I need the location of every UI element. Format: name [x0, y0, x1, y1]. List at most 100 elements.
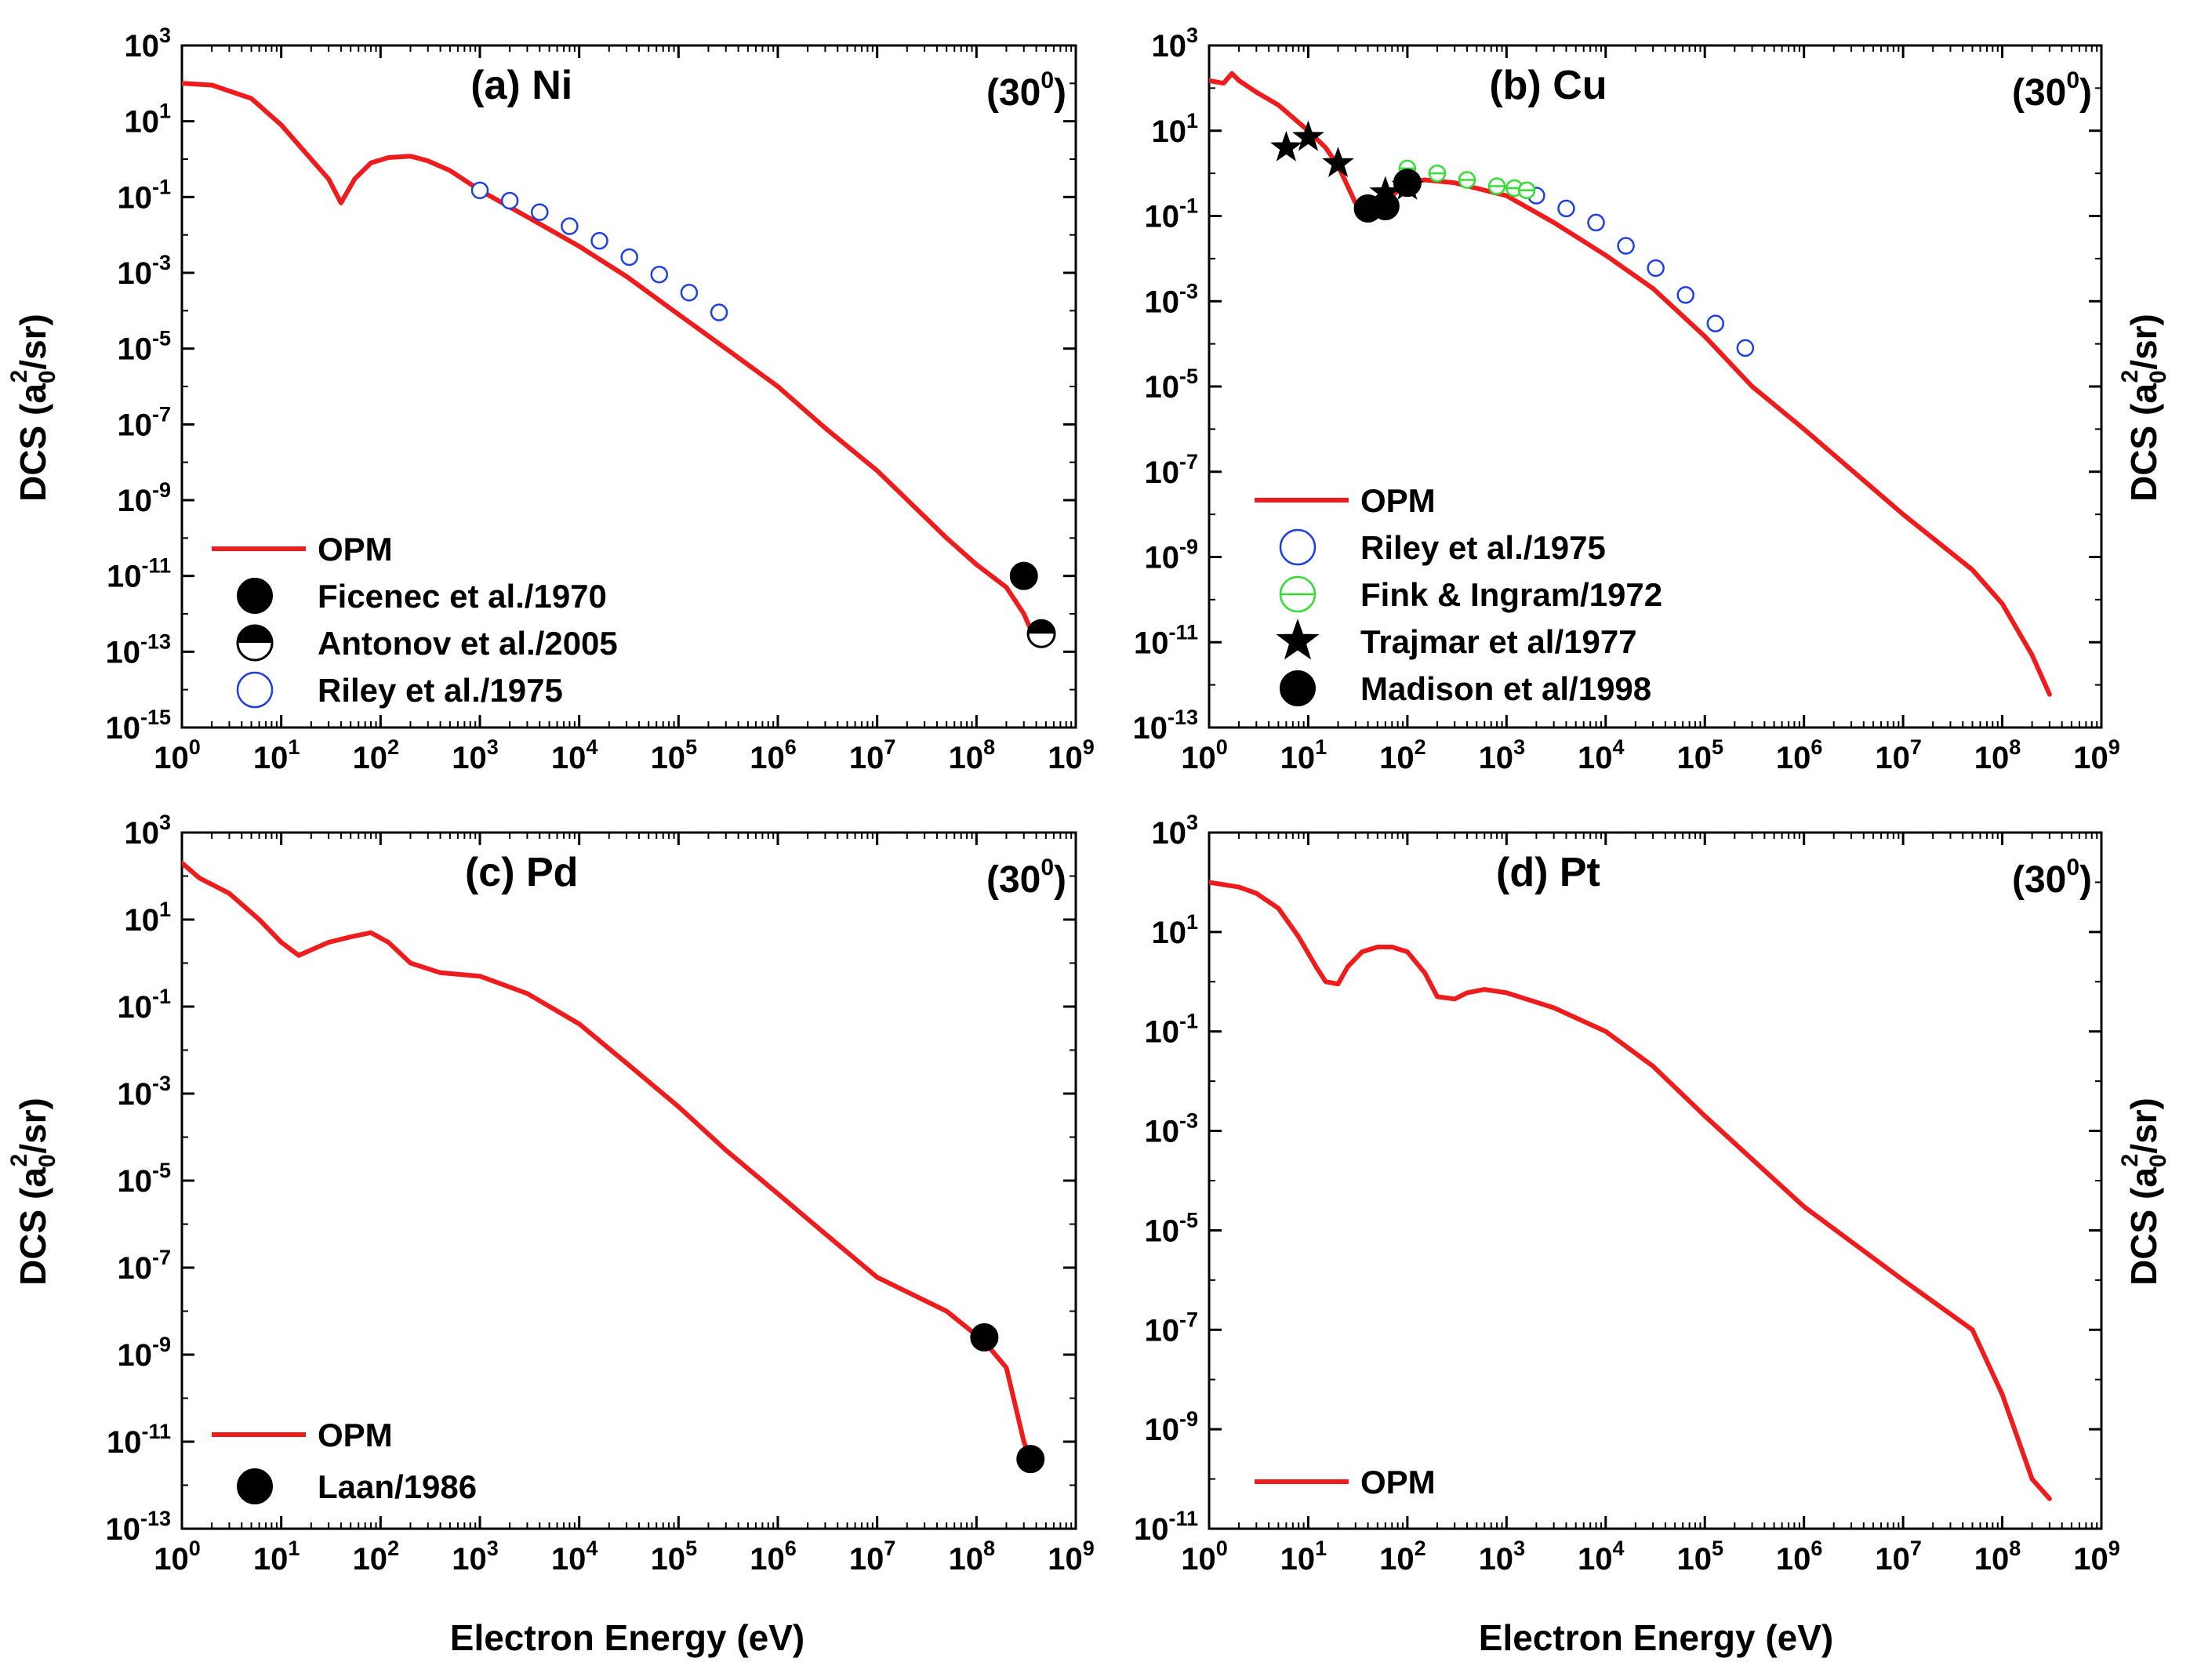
- data-point: [1428, 164, 1447, 183]
- data-point: [1009, 561, 1038, 590]
- y-ticks: [182, 44, 1076, 729]
- y-tick-label: 10-13: [1132, 706, 1198, 746]
- y-tick-label: 10-11: [107, 1420, 171, 1460]
- x-tick-label: 100: [154, 1537, 201, 1577]
- x-tick-label: 100: [1181, 1537, 1228, 1577]
- x-tick-label: 104: [1578, 1537, 1625, 1577]
- legend-label: Antonov et al./2005: [318, 625, 618, 662]
- legend-marker: [236, 624, 274, 662]
- x-tick-label: 105: [1676, 735, 1723, 775]
- x-tick-label: 107: [849, 1537, 896, 1577]
- data-point: [1517, 181, 1536, 200]
- x-tick-label: 101: [253, 1537, 300, 1577]
- x-tick-label: 108: [949, 735, 996, 775]
- data-point: [500, 191, 519, 210]
- svg-text:DCS (a02/sr): DCS (a02/sr): [6, 1098, 60, 1286]
- legend: OPM: [1255, 1464, 1436, 1500]
- x-tick-label: 102: [353, 735, 400, 775]
- y-tick-label: 10-9: [117, 478, 171, 518]
- x-axis-title-left: Electron Energy (eV): [450, 1617, 804, 1658]
- y-tick-label: 10-11: [1134, 620, 1198, 660]
- y-tick-label: 10-13: [105, 1507, 171, 1547]
- legend-label: OPM: [1360, 1464, 1436, 1500]
- legend-marker: [1280, 670, 1316, 706]
- data-point: [1026, 619, 1056, 648]
- angle-label: (300): [2012, 855, 2092, 901]
- x-tick-label: 105: [1676, 1537, 1723, 1577]
- y-tick-label: 10-11: [1134, 1507, 1198, 1547]
- y-tick-label: 10-1: [1144, 194, 1198, 234]
- legend-label: Ficenec et al./1970: [318, 578, 607, 615]
- x-tick-label: 106: [1776, 1537, 1823, 1577]
- data-point: [1458, 171, 1476, 189]
- opm-line: [182, 860, 1033, 1462]
- data-point: [1557, 199, 1575, 218]
- legend: OPM Ficenec et al./1970 Antonov et al./200…: [212, 531, 618, 709]
- y-tick-label: 10-9: [1144, 1407, 1198, 1447]
- data-point: [650, 265, 669, 284]
- legend-label: Riley et al./1975: [1360, 529, 1606, 566]
- y-tick-label: 10-3: [1144, 279, 1198, 319]
- y-tick-label: 10-5: [117, 1159, 171, 1199]
- y-tick-label: 10-7: [1144, 450, 1198, 490]
- data-point: [1676, 286, 1694, 304]
- y-tick-label: 10-5: [117, 327, 171, 367]
- svg-text:DCS (a02/sr): DCS (a02/sr): [6, 314, 60, 502]
- y-tick-label: 10-1: [1144, 1010, 1198, 1050]
- svg-text:DCS (a02/sr): DCS (a02/sr): [2117, 314, 2171, 502]
- legend-label: OPM: [318, 1417, 393, 1453]
- data-point: [590, 231, 608, 250]
- y-axis-title-left-bottom: DCS (a02/sr): [6, 1098, 60, 1286]
- y-tick-label: 10-3: [1144, 1109, 1198, 1149]
- x-tick-label: 109: [1048, 735, 1095, 775]
- x-tick-label: 103: [1479, 1537, 1526, 1577]
- y-tick-label: 10-7: [1144, 1308, 1198, 1348]
- legend-label: Madison et al/1998: [1360, 670, 1651, 707]
- data-point: [1291, 120, 1324, 151]
- opm-line: [182, 81, 1048, 643]
- panel-b: 100 101 102 103 104 105 106 107 108 10910-1310-11…: [1132, 24, 2119, 775]
- x-tick-label: 103: [452, 735, 499, 775]
- panel-title: (c) Pd: [465, 850, 578, 895]
- x-tick-label: 101: [1280, 735, 1327, 775]
- plot-frame: [180, 831, 1077, 1530]
- y-tick-label: 103: [124, 24, 171, 63]
- legend-marker: [1276, 618, 1320, 660]
- x-ticks: [1208, 833, 2103, 1529]
- data-point: [1016, 1445, 1045, 1474]
- y-axis-title-right-top: DCS (a02/sr): [2117, 314, 2171, 502]
- x-tick-label: 107: [1875, 1537, 1922, 1577]
- panel-d: 100 101 102 103 104 105 106 107 108 109 10-11 10-9 1…: [1134, 811, 2120, 1577]
- data-point: [1587, 213, 1605, 232]
- x-ticks: [180, 45, 1077, 728]
- legend-marker: [237, 1468, 273, 1504]
- y-tick-label: 10-5: [1144, 1208, 1198, 1248]
- y-tick-label: 10-3: [117, 251, 171, 291]
- legend-label: Riley et al./1975: [318, 672, 563, 709]
- angle-label: (300): [2012, 67, 2092, 114]
- y-tick-label: 10-7: [117, 402, 171, 442]
- y-tick-label: 101: [1151, 910, 1198, 950]
- y-tick-label: 101: [124, 100, 171, 140]
- svg-text:DCS (a02/sr): DCS (a02/sr): [2117, 1098, 2171, 1286]
- y-ticks: [1209, 831, 2101, 1530]
- panels: 100 101 102 103 104 105 106 107 108 109 10-15 10-13…: [105, 24, 2119, 1577]
- data-point: [1736, 339, 1755, 357]
- legend-label: OPM: [318, 531, 393, 568]
- legend-marker: [237, 578, 273, 614]
- data-point: [680, 284, 699, 302]
- legend: OPM Laan/1986: [212, 1417, 477, 1505]
- legend-label: Fink & Ingram/1972: [1360, 576, 1662, 613]
- x-tick-label: 108: [1974, 735, 2021, 775]
- y-tick-label: 10-1: [117, 985, 171, 1025]
- angle-label: (300): [986, 855, 1066, 901]
- x-tick-label: 106: [750, 1537, 797, 1577]
- plot-frame: [1208, 44, 2103, 729]
- y-axis-title-right-bottom: DCS (a02/sr): [2117, 1098, 2171, 1286]
- x-tick-label: 108: [949, 1537, 996, 1577]
- legend-label: OPM: [1360, 482, 1436, 519]
- x-tick-label: 107: [849, 735, 896, 775]
- x-tick-label: 104: [551, 1537, 598, 1577]
- data-point: [1617, 237, 1635, 255]
- y-tick-label: 103: [1151, 811, 1198, 851]
